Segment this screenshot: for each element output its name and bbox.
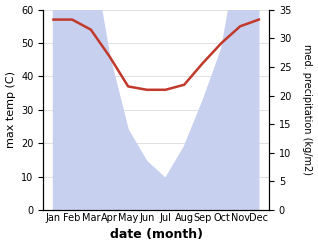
X-axis label: date (month): date (month) bbox=[110, 228, 203, 242]
Y-axis label: max temp (C): max temp (C) bbox=[5, 71, 16, 148]
Y-axis label: med. precipitation (kg/m2): med. precipitation (kg/m2) bbox=[302, 44, 313, 175]
